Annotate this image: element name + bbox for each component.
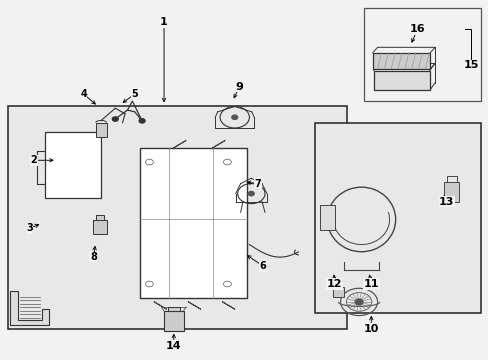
Circle shape: [248, 192, 254, 196]
Text: 14: 14: [165, 341, 181, 351]
Text: 11: 11: [363, 279, 378, 289]
Bar: [8, 107, 346, 329]
Bar: [315, 123, 480, 313]
Bar: [444, 182, 458, 202]
Polygon shape: [10, 291, 49, 325]
Bar: [332, 287, 343, 297]
Bar: [373, 71, 429, 90]
Bar: [320, 205, 334, 230]
Circle shape: [112, 117, 118, 121]
Text: 5: 5: [131, 89, 138, 99]
Text: 13: 13: [438, 197, 454, 207]
Text: 6: 6: [259, 261, 266, 271]
Bar: [167, 307, 179, 311]
Text: 3: 3: [26, 224, 33, 233]
Bar: [363, 8, 480, 101]
Text: 4: 4: [80, 89, 87, 99]
Text: 10: 10: [363, 324, 378, 334]
Text: 1: 1: [160, 17, 167, 27]
Bar: [163, 311, 183, 330]
Text: 8: 8: [90, 252, 97, 262]
Bar: [140, 148, 246, 298]
Text: 7: 7: [254, 179, 261, 189]
Text: 9: 9: [235, 82, 243, 92]
Circle shape: [139, 119, 145, 123]
Bar: [96, 123, 106, 137]
Circle shape: [354, 299, 362, 305]
Text: 16: 16: [409, 24, 425, 35]
Text: 2: 2: [30, 155, 37, 165]
Bar: [44, 132, 101, 198]
Circle shape: [231, 115, 237, 120]
Bar: [96, 215, 104, 220]
Bar: [93, 220, 107, 234]
Text: 15: 15: [463, 60, 478, 70]
Text: 12: 12: [326, 279, 342, 289]
Bar: [372, 53, 429, 69]
